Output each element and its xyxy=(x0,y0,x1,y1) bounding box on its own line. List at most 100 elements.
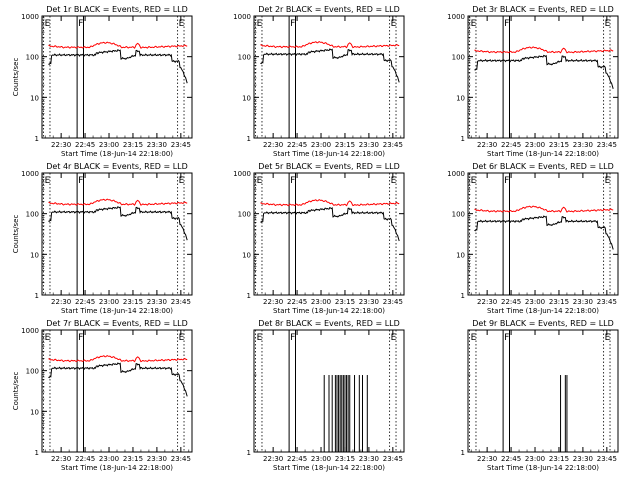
x-tick-label: 22:30 xyxy=(263,141,283,149)
y-tick-label: 1000 xyxy=(233,170,251,178)
marker-label: E xyxy=(45,19,51,29)
panel-title: Det 3r BLACK = Events, RED = LLD xyxy=(472,5,614,14)
x-tick-label: 23:15 xyxy=(335,298,355,306)
x-axis-label: Start Time (18-Jun-14 22:18:00) xyxy=(61,150,173,158)
x-tick-label: 22:45 xyxy=(75,141,95,149)
y-tick-label: 1 xyxy=(247,449,251,457)
y-tick-label: 10 xyxy=(242,94,251,102)
x-tick-label: 22:45 xyxy=(75,298,95,306)
panel-title: Det 9r BLACK = Events, RED = LLD xyxy=(472,319,614,328)
x-tick-label: 22:30 xyxy=(51,141,71,149)
lld-rate-line xyxy=(260,41,400,49)
panel-title: Det 6r BLACK = Events, RED = LLD xyxy=(472,162,614,171)
x-tick-label: 22:30 xyxy=(51,298,71,306)
x-tick-label: 23:00 xyxy=(311,141,331,149)
x-tick-label: 23:45 xyxy=(383,298,403,306)
marker-label: E xyxy=(45,176,51,186)
marker-label: F xyxy=(290,19,295,29)
marker-label: E xyxy=(471,333,477,343)
x-tick-label: 23:30 xyxy=(147,141,167,149)
marker-label: F xyxy=(78,333,83,343)
x-tick-label: 22:30 xyxy=(477,298,497,306)
plot-frame xyxy=(467,15,619,139)
x-tick-label: 23:30 xyxy=(359,141,379,149)
x-tick-label: 23:15 xyxy=(335,141,355,149)
y-tick-label: 10 xyxy=(30,408,39,416)
panel-title: Det 5r BLACK = Events, RED = LLD xyxy=(258,162,400,171)
y-tick-label: 1 xyxy=(247,292,251,300)
detector-panel: Det 9r BLACK = Events, RED = LLD 1 22:30 22… xyxy=(461,319,619,472)
marker-label: F xyxy=(504,176,509,186)
lld-rate-line xyxy=(474,205,614,213)
x-tick-label: 23:30 xyxy=(573,455,593,463)
plot-frame xyxy=(467,329,619,453)
x-tick-label: 22:45 xyxy=(501,298,521,306)
y-tick-label: 100 xyxy=(452,54,465,62)
x-tick-label: 23:00 xyxy=(525,141,545,149)
x-tick-label: 23:00 xyxy=(525,298,545,306)
detector-panel: Det 7r BLACK = Events, RED = LLD 1 10 100 10… xyxy=(12,319,193,472)
detector-panel: Det 4r BLACK = Events, RED = LLD 1 10 100 10… xyxy=(12,162,193,315)
x-tick-label: 23:00 xyxy=(311,298,331,306)
y-tick-label: 1 xyxy=(35,135,39,143)
y-tick-label: 100 xyxy=(26,211,39,219)
x-tick-label: 23:00 xyxy=(99,455,119,463)
panel-title: Det 4r BLACK = Events, RED = LLD xyxy=(46,162,188,171)
x-tick-label: 23:00 xyxy=(525,455,545,463)
x-tick-label: 22:30 xyxy=(477,141,497,149)
x-axis-label: Start Time (18-Jun-14 22:18:00) xyxy=(487,307,599,315)
x-tick-label: 23:45 xyxy=(171,455,191,463)
event-rate-line xyxy=(260,48,400,83)
y-tick-label: 100 xyxy=(26,368,39,376)
marker-label: F xyxy=(78,176,83,186)
x-tick-label: 23:30 xyxy=(147,298,167,306)
lld-rate-line xyxy=(48,198,188,206)
x-tick-label: 23:00 xyxy=(99,298,119,306)
detector-panel: Det 1r BLACK = Events, RED = LLD 1 10 100 10… xyxy=(12,5,193,158)
lld-rate-line xyxy=(48,41,188,49)
y-axis-label: Counts/sec xyxy=(12,58,20,97)
marker-label: E xyxy=(471,176,477,186)
panel-title: Det 7r BLACK = Events, RED = LLD xyxy=(46,319,188,328)
x-tick-label: 23:15 xyxy=(123,141,143,149)
y-tick-label: 1000 xyxy=(21,170,39,178)
plot-frame xyxy=(41,329,193,453)
y-tick-label: 1 xyxy=(461,449,465,457)
lld-rate-line xyxy=(260,199,400,207)
x-tick-label: 23:00 xyxy=(99,141,119,149)
marker-label: F xyxy=(78,19,83,29)
y-tick-label: 1000 xyxy=(447,170,465,178)
y-tick-label: 100 xyxy=(26,54,39,62)
marker-label: E xyxy=(605,333,611,343)
y-tick-label: 1000 xyxy=(21,13,39,21)
x-tick-label: 22:30 xyxy=(263,455,283,463)
x-tick-label: 23:15 xyxy=(123,455,143,463)
lld-rate-line xyxy=(474,46,614,54)
x-tick-label: 22:45 xyxy=(501,455,521,463)
plot-frame xyxy=(253,15,405,139)
x-tick-label: 23:45 xyxy=(597,455,617,463)
marker-label: E xyxy=(257,19,263,29)
x-tick-label: 23:30 xyxy=(147,455,167,463)
x-tick-label: 22:45 xyxy=(287,141,307,149)
y-tick-label: 1 xyxy=(35,449,39,457)
x-tick-label: 23:45 xyxy=(383,455,403,463)
y-tick-label: 10 xyxy=(242,251,251,259)
y-tick-label: 1 xyxy=(247,135,251,143)
marker-label: F xyxy=(290,176,295,186)
detector-panel: Det 5r BLACK = Events, RED = LLD 1 10 100 10… xyxy=(233,162,405,315)
y-tick-label: 1000 xyxy=(447,13,465,21)
marker-label: E xyxy=(471,19,477,29)
x-axis-label: Start Time (18-Jun-14 22:18:00) xyxy=(273,150,385,158)
y-tick-label: 10 xyxy=(30,94,39,102)
x-tick-label: 23:45 xyxy=(383,141,403,149)
y-tick-label: 10 xyxy=(456,251,465,259)
x-axis-label: Start Time (18-Jun-14 22:18:00) xyxy=(61,307,173,315)
event-rate-line xyxy=(48,49,188,84)
marker-label: E xyxy=(179,176,185,186)
marker-label: E xyxy=(257,176,263,186)
marker-label: E xyxy=(605,19,611,29)
panel-title: Det 1r BLACK = Events, RED = LLD xyxy=(46,5,188,14)
y-tick-label: 1 xyxy=(461,292,465,300)
marker-label: E xyxy=(391,333,397,343)
